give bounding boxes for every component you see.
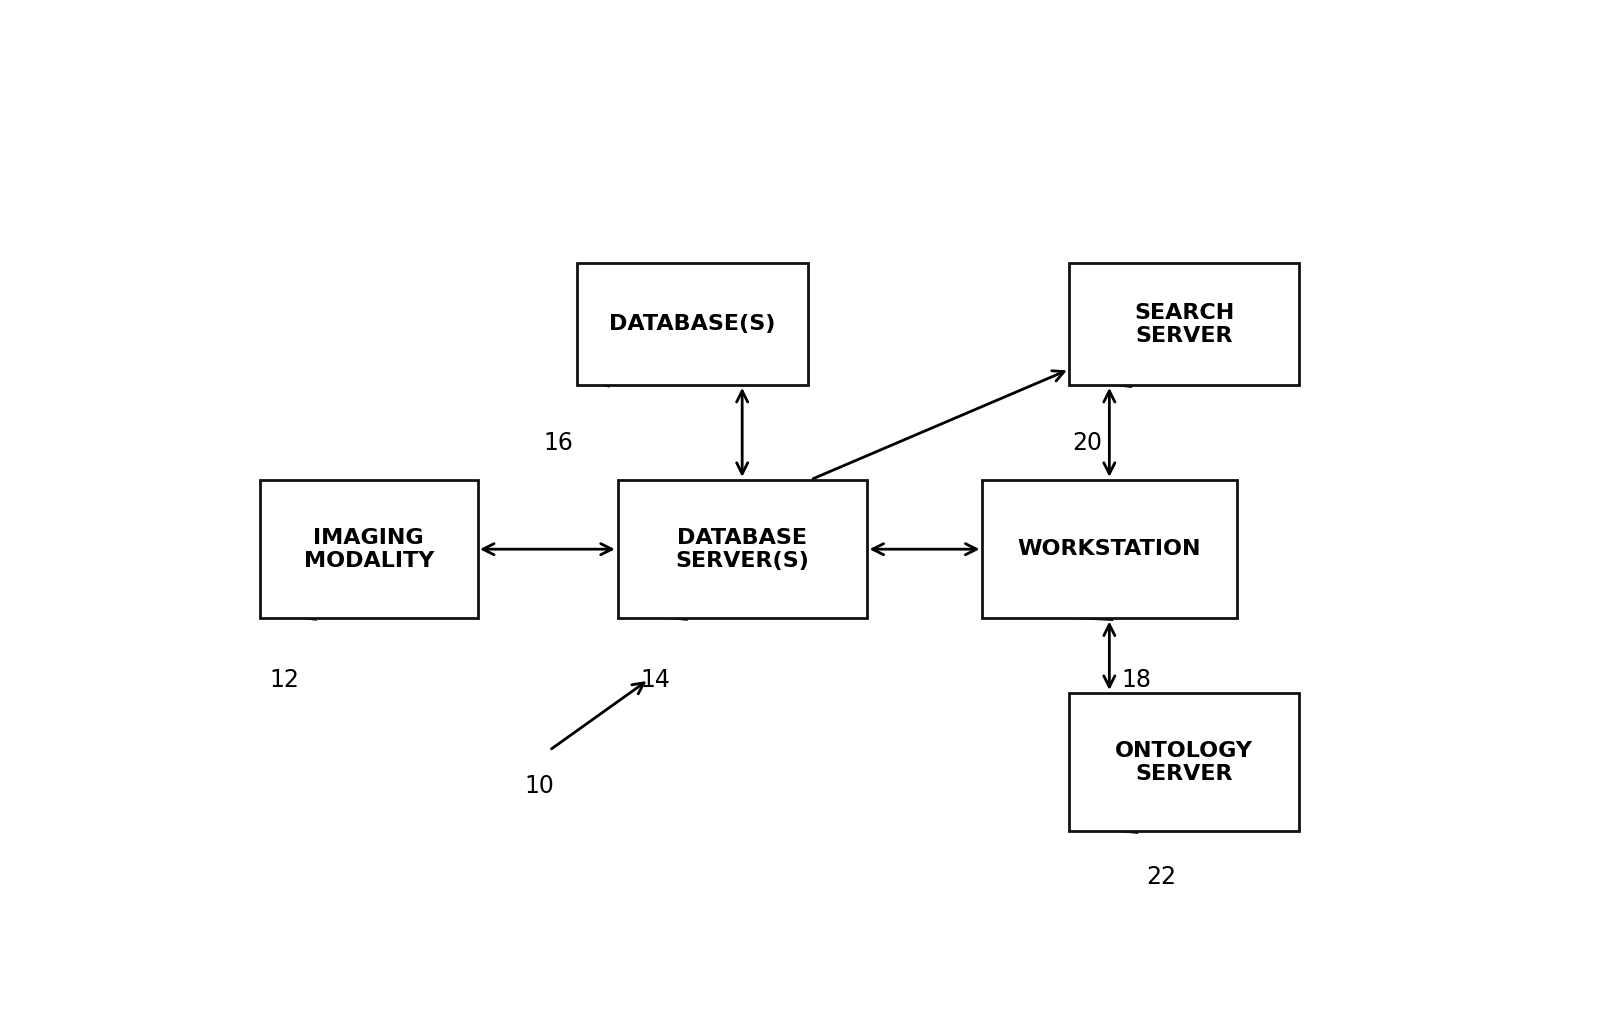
Text: 18: 18 <box>1122 667 1151 692</box>
Bar <box>260 480 477 618</box>
Text: DATABASE(S): DATABASE(S) <box>608 315 775 334</box>
Text: IMAGING
MODALITY: IMAGING MODALITY <box>303 528 433 571</box>
Text: ONTOLOGY
SERVER: ONTOLOGY SERVER <box>1114 741 1252 784</box>
Bar <box>1069 693 1298 831</box>
Text: DATABASE
SERVER(S): DATABASE SERVER(S) <box>674 528 809 571</box>
Bar <box>1069 263 1298 385</box>
Text: 12: 12 <box>270 667 299 692</box>
Text: 20: 20 <box>1072 430 1101 455</box>
Text: 10: 10 <box>523 774 554 798</box>
Bar <box>618 480 867 618</box>
Text: 22: 22 <box>1146 865 1176 889</box>
Bar <box>576 263 807 385</box>
Text: SEARCH
SERVER: SEARCH SERVER <box>1133 302 1233 345</box>
Text: WORKSTATION: WORKSTATION <box>1018 539 1201 560</box>
Text: 14: 14 <box>640 667 669 692</box>
Text: 16: 16 <box>542 430 573 455</box>
Bar <box>981 480 1236 618</box>
